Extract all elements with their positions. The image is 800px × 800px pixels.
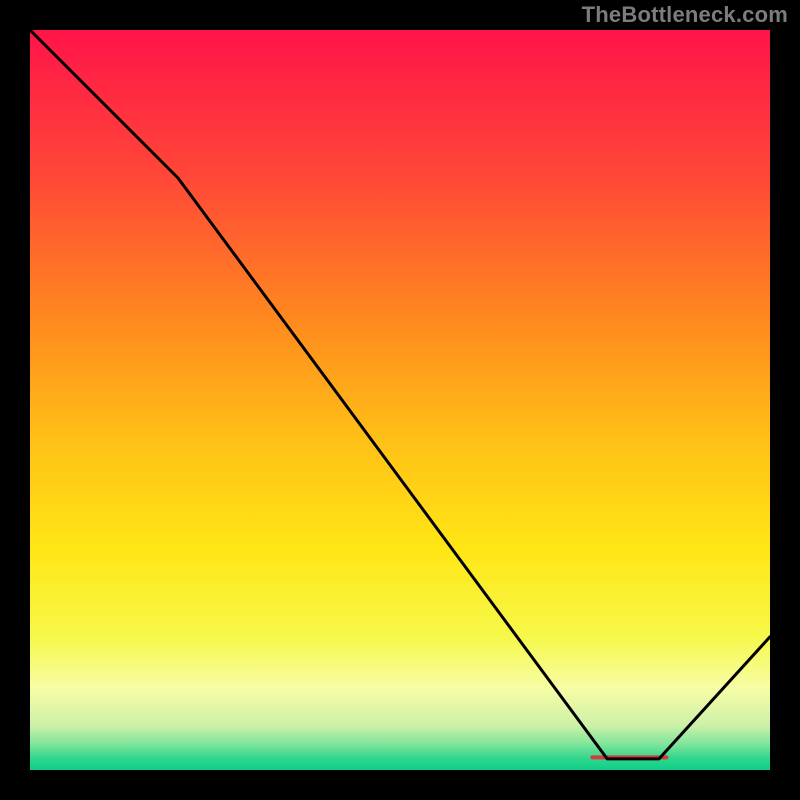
chart-svg (30, 30, 770, 770)
bottleneck-chart (30, 30, 770, 770)
chart-stage: TheBottleneck.com (0, 0, 800, 800)
watermark-text: TheBottleneck.com (582, 2, 788, 28)
